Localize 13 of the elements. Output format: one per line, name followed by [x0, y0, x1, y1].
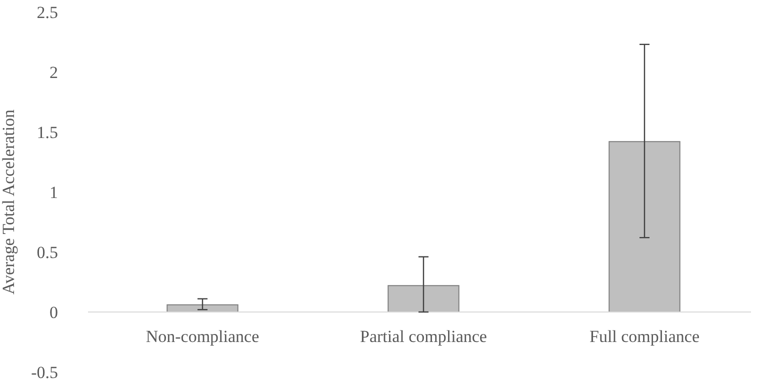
- bar: [388, 285, 460, 312]
- y-tick-label: -0.5: [31, 362, 58, 380]
- x-tick-label: Partial compliance: [360, 327, 487, 346]
- y-tick-label: 2.5: [36, 2, 58, 22]
- bar: [608, 141, 680, 312]
- y-axis-title: Average Total Acceleration: [0, 108, 18, 295]
- y-tick-label: 2: [50, 62, 58, 82]
- y-tick-label: 0: [50, 302, 58, 322]
- x-tick-label: Full compliance: [589, 327, 700, 346]
- y-tick-label: 0.5: [36, 242, 58, 262]
- y-tick-label: 1: [50, 182, 58, 202]
- y-tick-label: 1.5: [36, 122, 58, 142]
- x-tick-label: Non-compliance: [146, 327, 260, 346]
